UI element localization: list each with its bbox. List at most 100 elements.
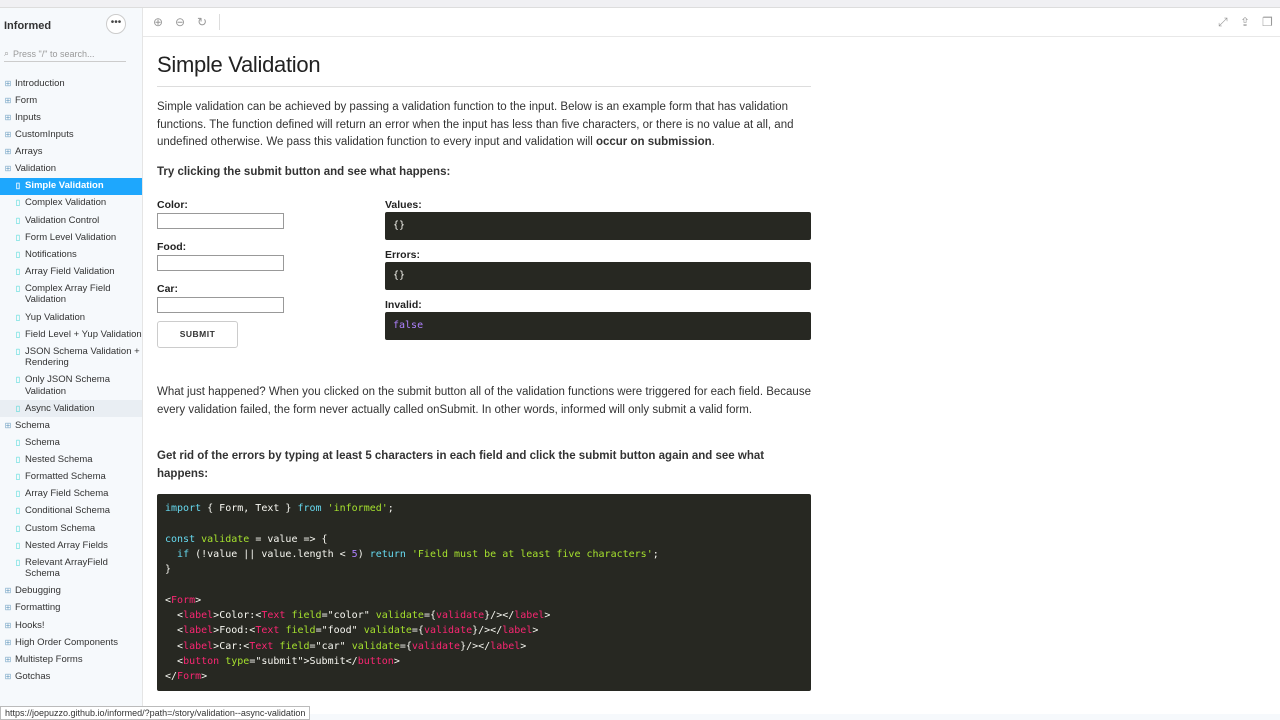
sidebar-item-label: Relevant ArrayField Schema bbox=[25, 556, 108, 580]
folder-icon: ⊞ bbox=[4, 147, 12, 157]
sidebar-item-label: Field Level + Yup Validation bbox=[25, 328, 142, 340]
sidebar-item[interactable]: ⊞ Hooks! bbox=[0, 617, 142, 634]
sidebar-item[interactable]: ▯ Field Level + Yup Validation bbox=[0, 326, 142, 343]
instruction-paragraph: Get rid of the errors by typing at least… bbox=[157, 450, 765, 480]
code-token: field bbox=[285, 625, 316, 637]
sidebar-item-label: High Order Components bbox=[15, 636, 118, 648]
sidebar-item-label: Schema bbox=[25, 437, 60, 449]
sidebar-item[interactable]: ▯ Conditional Schema bbox=[0, 503, 142, 520]
bookmark-icon: ▯ bbox=[15, 232, 21, 242]
code-token: button bbox=[183, 655, 220, 667]
car-input[interactable] bbox=[157, 297, 284, 313]
sidebar-item[interactable]: ⊞ Form bbox=[0, 92, 142, 109]
sidebar-item[interactable]: ⊞ Formatting bbox=[0, 600, 142, 617]
color-input[interactable] bbox=[157, 213, 284, 229]
sidebar-item[interactable]: ▯ Custom Schema bbox=[0, 520, 142, 537]
code-token: ="car" bbox=[309, 640, 352, 652]
zoom-in-icon[interactable]: ⊕ bbox=[153, 15, 164, 29]
sidebar-nav: ⊞ Introduction ⊞ Form ⊞ Inputs ⊞ CustomInputs ⊞ A… bbox=[0, 75, 142, 685]
code-token: Text bbox=[249, 640, 274, 652]
sidebar-item[interactable]: ▯ Only JSON Schema Validation bbox=[0, 372, 142, 401]
sidebar-item[interactable]: ▯ Formatted Schema bbox=[0, 468, 142, 485]
copy-icon[interactable]: ❐ bbox=[1262, 15, 1273, 29]
code-token: ={ bbox=[411, 625, 424, 637]
code-token bbox=[165, 549, 177, 560]
bookmark-icon: ▯ bbox=[15, 266, 21, 276]
folder-icon: ⊞ bbox=[4, 130, 12, 140]
sidebar-item-label: Async Validation bbox=[25, 402, 95, 414]
code-token: ; bbox=[652, 548, 659, 560]
sidebar-item[interactable]: ▯ JSON Schema Validation + Rendering bbox=[0, 343, 142, 372]
code-line: <Form> bbox=[165, 593, 803, 608]
code-line: import { Form, Text } from 'informed'; bbox=[165, 501, 803, 516]
values-output: {} bbox=[385, 212, 811, 240]
sidebar-item[interactable]: ▯ Nested Array Fields bbox=[0, 537, 142, 554]
sidebar-item[interactable]: ▯ Form Level Validation bbox=[0, 229, 142, 246]
folder-icon: ⊞ bbox=[4, 112, 12, 122]
code-token: ={ bbox=[399, 640, 412, 652]
sidebar-item-label: Custom Schema bbox=[25, 522, 96, 534]
code-token: < bbox=[165, 625, 184, 637]
sidebar-item-label: Array Field Validation bbox=[25, 265, 115, 277]
code-token: label bbox=[183, 640, 214, 652]
sidebar-item-label: Formatted Schema bbox=[25, 471, 106, 483]
sidebar-item-label: Nested Schema bbox=[25, 454, 93, 466]
car-label: Car: bbox=[157, 283, 179, 295]
sidebar-item-label: Formatting bbox=[15, 602, 61, 614]
explanation-paragraph: What just happened? When you clicked on … bbox=[157, 386, 811, 416]
sidebar-item[interactable]: ▯ Nested Schema bbox=[0, 451, 142, 468]
sidebar: Informed ••• ⌕ Press "/" to search... ⊞ I… bbox=[0, 8, 142, 720]
sidebar-item[interactable]: ▯ Relevant ArrayField Schema bbox=[0, 554, 142, 583]
sidebar-item[interactable]: ▯ Complex Array Field Validation bbox=[0, 280, 142, 309]
sidebar-item[interactable]: ▯ Async Validation bbox=[0, 400, 142, 418]
sidebar-item[interactable]: ▯ Array Field Validation bbox=[0, 263, 142, 280]
submit-button[interactable]: SUBMIT bbox=[157, 321, 238, 348]
sidebar-menu-button[interactable]: ••• bbox=[106, 14, 126, 34]
sidebar-item-label: Array Field Schema bbox=[25, 488, 109, 500]
code-token: Text bbox=[255, 625, 280, 637]
ellipsis-icon: ••• bbox=[110, 17, 122, 28]
browser-top-edge bbox=[0, 0, 1280, 8]
code-token: } bbox=[165, 564, 172, 576]
search-input[interactable]: ⌕ Press "/" to search... bbox=[4, 46, 126, 62]
sidebar-item[interactable]: ▯ Simple Validation bbox=[0, 177, 142, 195]
bookmark-icon: ▯ bbox=[15, 375, 21, 385]
code-token: Text bbox=[261, 610, 286, 622]
code-line: const validate = value => { bbox=[165, 532, 803, 547]
sidebar-item[interactable]: ⊞ Multistep Forms bbox=[0, 651, 142, 668]
sidebar-item[interactable]: ⊞ High Order Components bbox=[0, 634, 142, 651]
sidebar-item[interactable]: ▯ Validation Control bbox=[0, 212, 142, 229]
sidebar-item[interactable]: ⊞ Schema bbox=[0, 417, 142, 434]
bookmark-icon: ▯ bbox=[15, 198, 21, 208]
sidebar-item-label: Schema bbox=[15, 419, 50, 431]
bookmark-icon: ▯ bbox=[15, 312, 21, 322]
sidebar-item[interactable]: ▯ Schema bbox=[0, 434, 142, 451]
sidebar-item-label: Complex Array Field Validation bbox=[25, 282, 111, 306]
bookmark-icon: ▯ bbox=[15, 523, 21, 533]
sidebar-item[interactable]: ⊞ Introduction bbox=[0, 75, 142, 92]
sidebar-item[interactable]: ▯ Array Field Schema bbox=[0, 486, 142, 503]
code-token: return bbox=[369, 548, 406, 560]
sidebar-item-label: Debugging bbox=[15, 585, 61, 597]
code-token: Form bbox=[177, 671, 202, 683]
sidebar-item[interactable]: ▯ Yup Validation bbox=[0, 309, 142, 326]
sidebar-item[interactable]: ⊞ Arrays bbox=[0, 143, 142, 160]
sidebar-item[interactable]: ▯ Complex Validation bbox=[0, 195, 142, 212]
sidebar-item-label: JSON Schema Validation + Rendering bbox=[25, 345, 140, 369]
sidebar-item-label: Gotchas bbox=[15, 670, 51, 682]
sidebar-item[interactable]: ⊞ Debugging bbox=[0, 583, 142, 600]
sidebar-item[interactable]: ⊞ CustomInputs bbox=[0, 126, 142, 143]
sidebar-item[interactable]: ⊞ Gotchas bbox=[0, 668, 142, 685]
errors-output: {} bbox=[385, 262, 811, 290]
search-placeholder: Press "/" to search... bbox=[13, 48, 95, 59]
sidebar-item[interactable]: ▯ Notifications bbox=[0, 246, 142, 263]
brand-title[interactable]: Informed bbox=[4, 20, 52, 32]
food-input[interactable] bbox=[157, 255, 284, 271]
sidebar-item[interactable]: ⊞ Inputs bbox=[0, 109, 142, 126]
zoom-reset-icon[interactable]: ↻ bbox=[197, 15, 208, 29]
share-icon[interactable]: ⇪ bbox=[1240, 15, 1251, 29]
zoom-out-icon[interactable]: ⊖ bbox=[175, 15, 186, 29]
fullscreen-icon[interactable]: ⤢ bbox=[1218, 15, 1228, 29]
bookmark-icon: ▯ bbox=[15, 215, 21, 225]
sidebar-item[interactable]: ⊞ Validation bbox=[0, 160, 142, 177]
